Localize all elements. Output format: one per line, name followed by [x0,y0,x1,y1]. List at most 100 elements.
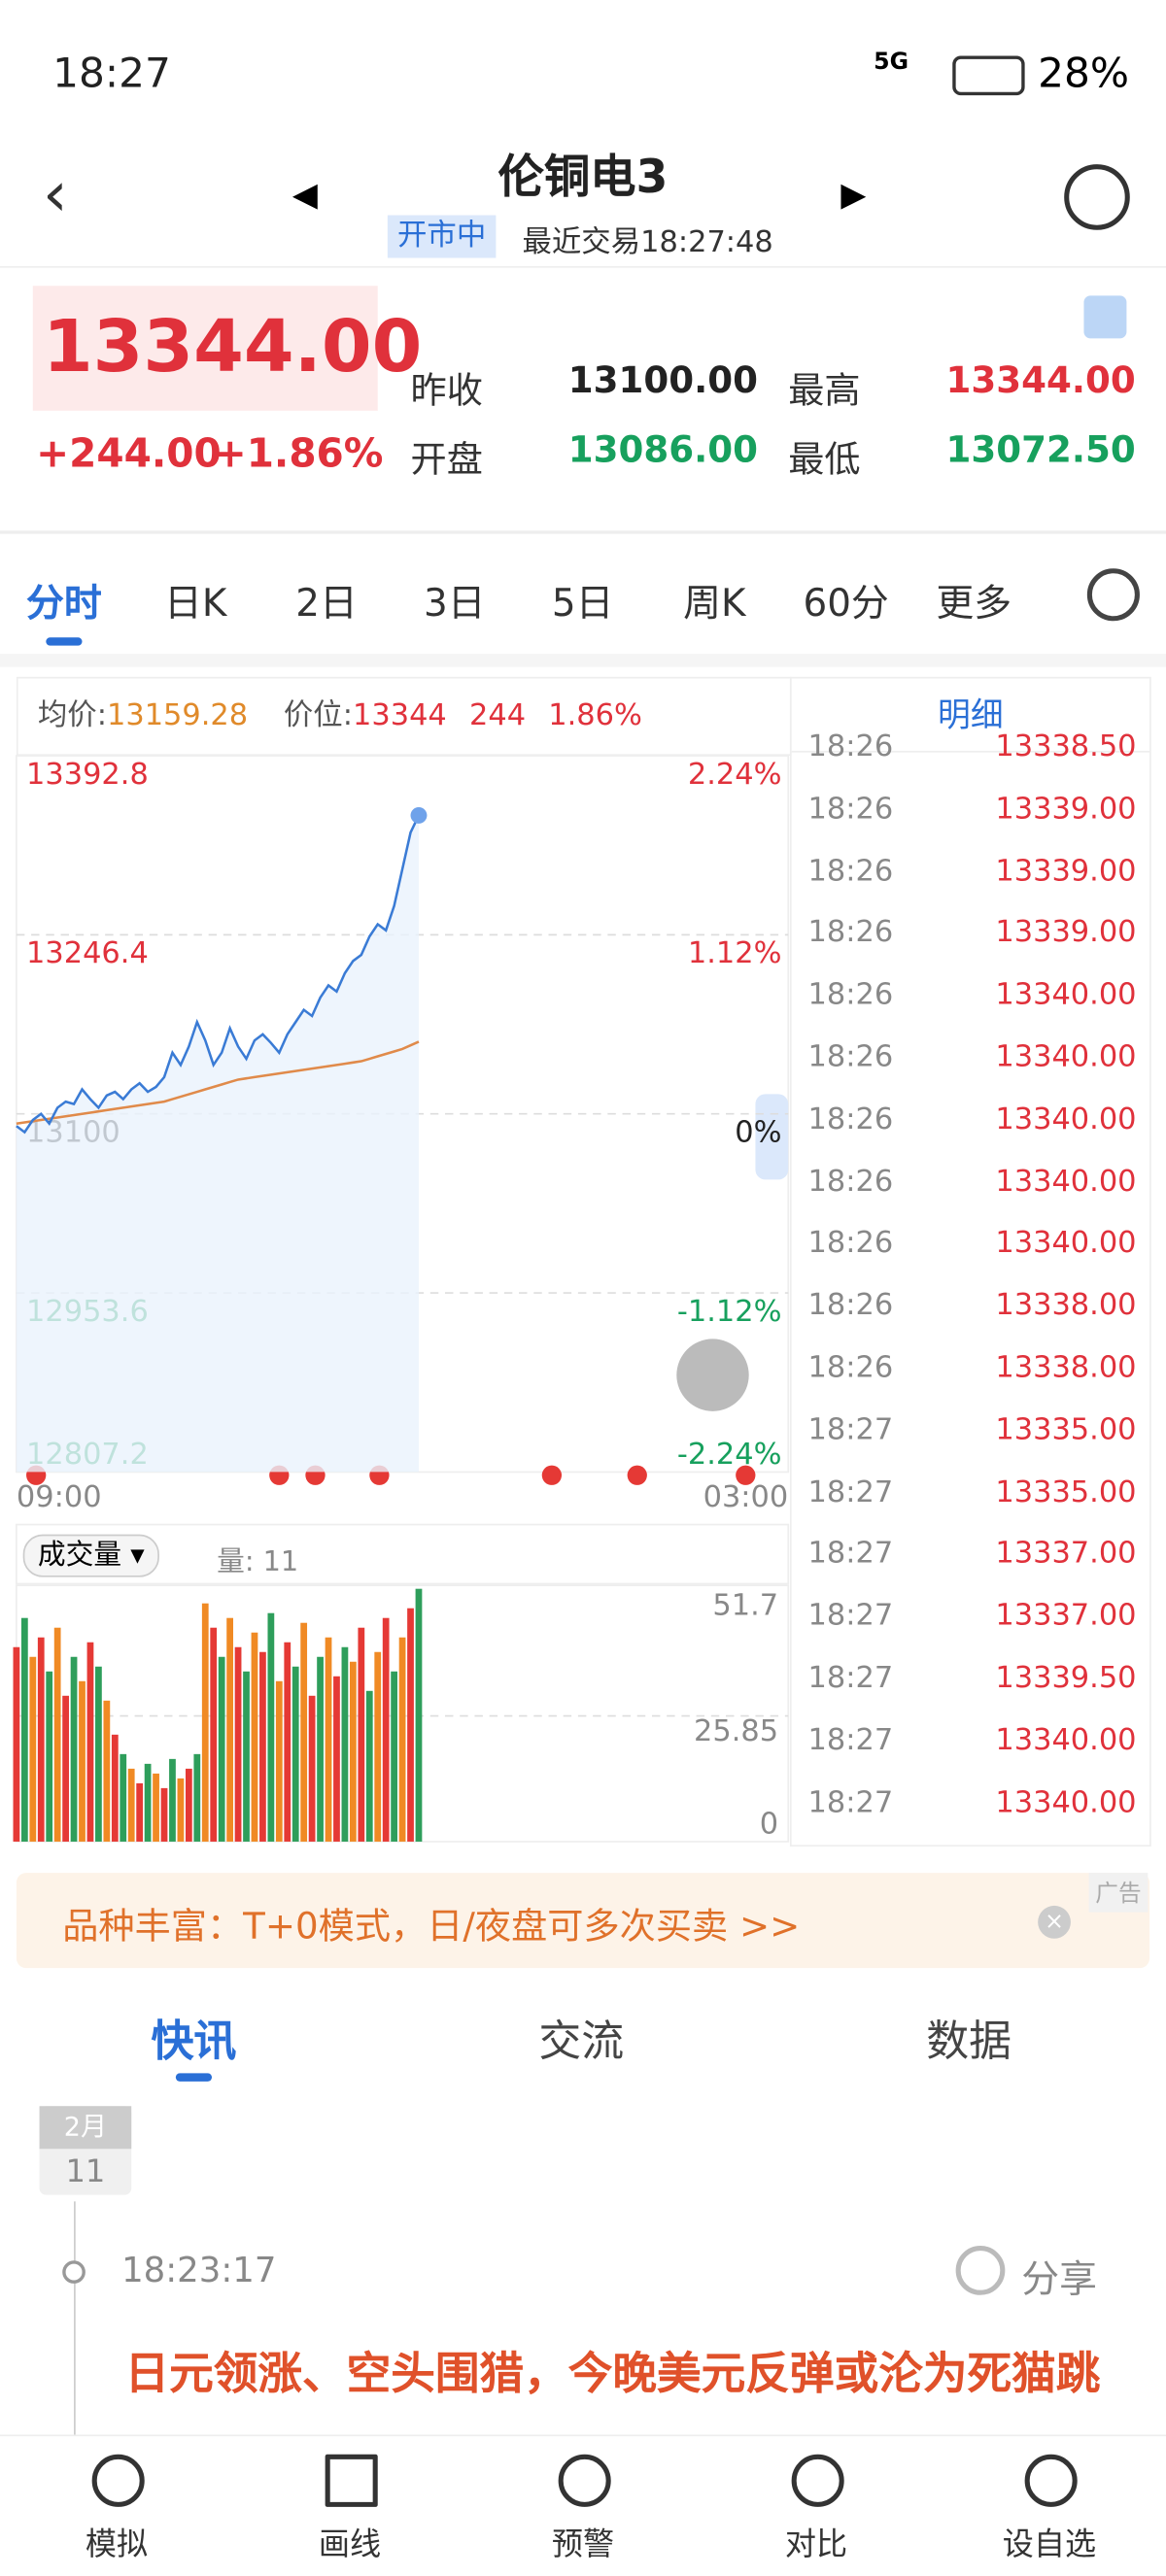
volume-bar [415,1588,423,1842]
detail-price: 13338.00 [995,1350,1137,1385]
next-button[interactable]: ▶ [840,174,867,214]
detail-price: 13340.00 [995,977,1137,1013]
detail-price: 13335.00 [995,1412,1137,1447]
x-tick-label: 09:00 [17,1480,102,1514]
pct-label: -1.12% [677,1295,782,1329]
volume-selector[interactable]: 成交量 ▾ [22,1534,159,1577]
pct-label: 1.12% [688,936,782,970]
volume-bar [127,1768,135,1842]
volume-bar [103,1700,111,1842]
detail-price: 13337.00 [995,1536,1137,1572]
ad-close[interactable]: × [1038,1905,1071,1939]
detail-time: 18:27 [807,1660,894,1696]
chart-icon[interactable] [1083,295,1127,339]
last-point [410,806,428,824]
detail-row: 18:27 13337.00 [792,1523,1149,1585]
tab[interactable]: 3日 [424,583,486,627]
detail-row: 18:26 13338.00 [792,1275,1149,1338]
detail-price: 13338.50 [995,729,1137,764]
network: 5G [874,49,909,76]
volume-bar [292,1666,299,1842]
stat-value: 13100.00 [567,361,759,403]
volume-bar [382,1617,390,1842]
detail-time: 18:27 [807,1722,894,1758]
tab[interactable]: 更多 [936,583,1012,627]
nav-icon[interactable] [1024,2454,1078,2507]
volume-label: 成交量 [37,1539,122,1573]
detail-row: 18:26 13338.50 [792,716,1149,778]
volume-bar [284,1642,292,1842]
pct-label: -2.24% [677,1438,782,1472]
detail-title: 明细 [791,679,1150,753]
detail-time: 18:26 [807,1039,894,1075]
back-button[interactable]: ‹ [42,157,68,230]
detail-row: 18:27 13340.00 [792,1772,1149,1834]
stat-label: 最高 [788,371,861,413]
nav-icon[interactable] [325,2454,378,2507]
news-tab[interactable]: 数据 [926,2017,1012,2067]
news-tab[interactable]: 交流 [538,2017,625,2067]
refresh-button[interactable] [1064,164,1130,230]
detail-time: 18:27 [807,1412,894,1447]
nav-label[interactable]: 模拟 [85,2526,149,2563]
tab[interactable]: 2日 [295,583,358,627]
tab[interactable]: 日K [164,583,227,627]
ad-banner[interactable] [16,1873,1150,1969]
detail-time: 18:26 [807,1102,894,1137]
volume-bar [300,1622,308,1842]
detail-row: 18:27 13335.00 [792,1400,1149,1462]
news-time: 18:23:17 [121,2251,277,2290]
chart-change-pct: 1.86% [548,697,642,733]
volume-bar [153,1773,159,1842]
volume-bar [210,1627,218,1842]
volume-bar [20,1617,28,1842]
price-label: 价位: [283,697,354,733]
detail-price: 13339.50 [995,1660,1137,1696]
detail-time: 18:26 [807,853,894,889]
prev-button[interactable]: ◀ [292,174,318,214]
volume-bar [13,1646,20,1842]
chart: 13392.82.24%13246.41.12%131000%12953.6-1… [13,755,790,1843]
nav-icon[interactable] [558,2454,611,2507]
battery-icon [952,55,1025,96]
nav-icon[interactable] [791,2454,844,2507]
volume-bar [95,1666,102,1842]
volume-bar [358,1627,365,1842]
detail-row: 18:27 13335.00 [792,1462,1149,1524]
tab[interactable]: 5日 [551,583,614,627]
share[interactable]: 分享 [1021,2258,1097,2302]
stat-value: 13072.50 [945,430,1136,472]
pct-label: 2.24% [688,758,782,792]
stat-label: 昨收 [410,371,483,413]
last-trade: 最近交易18:27:48 [522,224,773,260]
news-headline[interactable]: 日元领涨、空头围猎，今晚美元反弹或沦为死猫跳 [124,2349,1101,2400]
nav-label[interactable]: 画线 [318,2526,382,2563]
volume-bar [349,1661,357,1842]
detail-row: 18:26 13339.00 [792,902,1149,965]
volume-bar [46,1671,53,1842]
tab[interactable]: 周K [683,583,746,627]
tab[interactable]: 60分 [803,583,889,627]
x-tick-label: 03:00 [703,1480,789,1514]
detail-time: 18:27 [807,1784,894,1820]
volume-bar [62,1695,69,1842]
nav-icon[interactable] [91,2454,145,2507]
tab[interactable]: 分时 [26,583,102,627]
price-line [16,814,421,1135]
volume-bar [365,1690,373,1842]
tab-indicator [46,637,83,646]
news-tab[interactable]: 快讯 [151,2017,237,2067]
settings[interactable] [1086,568,1140,622]
volume-bar [177,1778,185,1842]
volume-bar [308,1695,316,1842]
detail-price: 13340.00 [995,1039,1137,1075]
detail-price: 13337.00 [995,1598,1137,1634]
volume-bar [333,1676,340,1842]
nav-label[interactable]: 设自选 [1002,2526,1097,2563]
volume-bar [86,1642,94,1842]
volume-bar [398,1637,406,1842]
volume-bar [325,1637,332,1842]
nav-label[interactable]: 预警 [551,2526,615,2563]
nav-label[interactable]: 对比 [784,2526,848,2563]
